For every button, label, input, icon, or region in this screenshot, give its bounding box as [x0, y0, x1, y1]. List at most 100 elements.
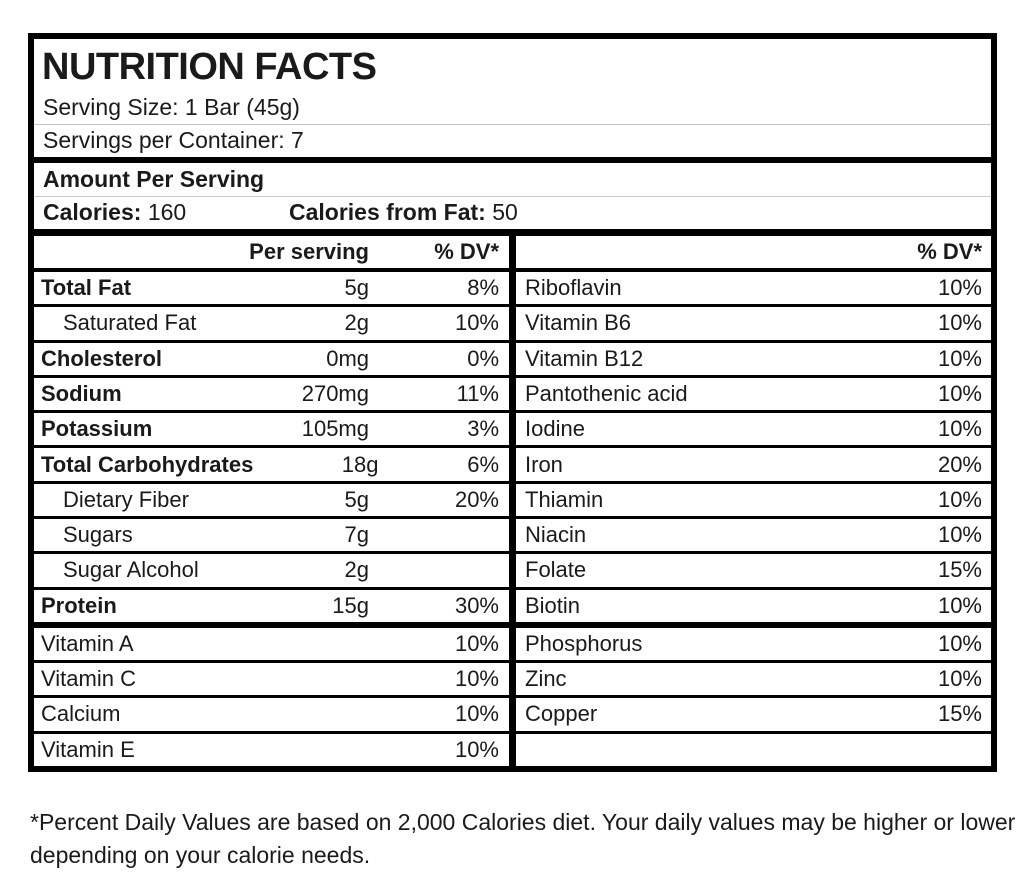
table-row: Sodium 270mg 11%	[34, 378, 509, 414]
nutrient-amount: 5g	[344, 275, 369, 301]
nutrient-dv: 15%	[937, 701, 982, 727]
calories-from-fat-group: Calories from Fat: 50	[289, 199, 518, 226]
nutrient-amount: 105mg	[301, 416, 369, 442]
nutrient-dv: 10%	[454, 666, 499, 692]
table-row: Calcium 10%	[34, 698, 509, 734]
nutrient-name: Sugar Alcohol	[63, 557, 199, 583]
table-row: Pantothenic acid 10%	[516, 378, 991, 414]
servings-per-container-line: Servings per Container: 7	[43, 127, 304, 154]
nutrient-dv: 0%	[467, 345, 499, 371]
table-row: Vitamin B6 10%	[516, 307, 991, 343]
table-row: Thiamin 10%	[516, 484, 991, 519]
nutrient-name: Riboflavin	[525, 275, 622, 301]
daily-values-footnote: *Percent Daily Values are based on 2,000…	[30, 809, 1016, 869]
nutrient-name: Cholesterol	[41, 345, 163, 371]
dv-header: % DV*	[434, 238, 499, 264]
serving-size-line: Serving Size: 1 Bar (45g)	[34, 92, 991, 125]
micronutrient-table: % DV* Riboflavin 10% Vitamin B6 10% Vita…	[516, 236, 991, 766]
nutrient-dv: 10%	[937, 310, 982, 336]
calories-label: Calories:	[43, 199, 142, 226]
table-header-row: Per serving % DV*	[34, 236, 509, 272]
table-row: Potassium 105mg 3%	[34, 413, 509, 449]
nutrient-name: Total Carbohydrates	[41, 451, 254, 477]
table-row: Total Carbohydrates 18g 6%	[34, 448, 509, 484]
nutrient-amount: 15g	[332, 592, 369, 618]
table-row: Protein 15g 30%	[34, 590, 509, 628]
nutrient-name: Copper	[525, 701, 598, 727]
nutrient-name: Vitamin E	[41, 736, 135, 762]
nutrient-name: Vitamin B6	[525, 310, 631, 336]
nutrient-amount: 5g	[344, 486, 369, 512]
dv-header: % DV*	[917, 238, 982, 264]
table-row: Sugars 7g	[34, 519, 509, 555]
nutrient-name: Vitamin B12	[525, 345, 644, 371]
nutrient-name: Sodium	[41, 380, 122, 406]
nutrient-dv: 10%	[937, 345, 982, 371]
nutrient-name: Calcium	[41, 701, 121, 727]
table-row: Vitamin C 10%	[34, 663, 509, 699]
table-row: Iron 20%	[516, 448, 991, 484]
calories-value: 160	[147, 199, 187, 226]
nutrient-amount: 0mg	[326, 345, 369, 371]
nutrient-dv: 10%	[937, 666, 982, 692]
table-row: Folate 15%	[516, 554, 991, 590]
nutrient-tables: Per serving % DV* Total Fat 5g 8% Satura…	[34, 235, 991, 766]
nutrient-dv: 30%	[454, 592, 499, 618]
label-title: NUTRITION FACTS	[42, 46, 377, 88]
nutrient-amount: 2g	[344, 310, 369, 336]
nutrient-dv: 20%	[937, 451, 982, 477]
nutrient-name: Vitamin A	[41, 630, 134, 656]
nutrient-name: Biotin	[525, 592, 581, 618]
nutrient-dv: 10%	[937, 416, 982, 442]
nutrient-dv: 10%	[454, 630, 499, 656]
nutrient-amount: 270mg	[301, 380, 369, 406]
table-row: Saturated Fat 2g 10%	[34, 307, 509, 343]
calories-from-fat-value: 50	[492, 199, 518, 226]
nutrient-dv: 10%	[454, 701, 499, 727]
nutrient-name: Zinc	[525, 666, 567, 692]
nutrient-dv: 10%	[454, 310, 499, 336]
nutrient-name: Dietary Fiber	[63, 486, 189, 512]
table-row: Sugar Alcohol 2g	[34, 554, 509, 590]
table-row: Copper 15%	[516, 698, 991, 734]
table-row: Riboflavin 10%	[516, 272, 991, 308]
nutrient-dv: 10%	[454, 736, 499, 762]
nutrient-name: Niacin	[525, 522, 587, 548]
nutrient-dv: 8%	[467, 275, 499, 301]
table-row: Iodine 10%	[516, 413, 991, 449]
per-serving-header: Per serving	[249, 238, 369, 264]
nutrient-dv: 10%	[937, 592, 982, 618]
calories-from-fat-label: Calories from Fat:	[289, 199, 486, 226]
table-row: Niacin 10%	[516, 519, 991, 555]
amount-per-serving-heading: Amount Per Serving	[34, 163, 991, 197]
nutrient-name: Sugars	[63, 522, 133, 548]
nutrient-name: Vitamin C	[41, 666, 136, 692]
nutrient-name: Folate	[525, 557, 587, 583]
nutrient-amount: 18g	[341, 451, 379, 477]
table-header-row: % DV*	[516, 236, 991, 272]
nutrient-amount: 2g	[344, 557, 369, 583]
nutrient-name: Phosphorus	[525, 630, 643, 656]
table-row: Vitamin A 10%	[34, 628, 509, 664]
nutrient-dv: 6%	[467, 451, 499, 477]
nutrient-dv: 10%	[937, 380, 982, 406]
nutrient-dv: 10%	[937, 522, 982, 548]
amount-per-serving-section: Amount Per Serving Calories: 160 Calorie…	[34, 163, 991, 236]
nutrient-dv: 10%	[937, 486, 982, 512]
nutrient-dv: 15%	[937, 557, 982, 583]
table-row: Vitamin E 10%	[34, 734, 509, 766]
label-header-section: NUTRITION FACTS Serving Size: 1 Bar (45g…	[34, 39, 991, 163]
nutrition-facts-label: NUTRITION FACTS Serving Size: 1 Bar (45g…	[28, 33, 997, 772]
table-divider	[509, 235, 516, 766]
table-row: Zinc 10%	[516, 663, 991, 699]
nutrient-name: Potassium	[41, 416, 153, 442]
table-row: Total Fat 5g 8%	[34, 272, 509, 308]
nutrient-name: Saturated Fat	[63, 310, 197, 336]
macronutrient-table: Per serving % DV* Total Fat 5g 8% Satura…	[34, 236, 509, 766]
nutrient-amount: 7g	[344, 522, 369, 548]
nutrient-name: Pantothenic acid	[525, 380, 688, 406]
nutrient-dv: 10%	[937, 630, 982, 656]
table-row: Biotin 10%	[516, 590, 991, 628]
nutrient-name: Thiamin	[525, 486, 604, 512]
table-row-empty	[516, 734, 991, 766]
